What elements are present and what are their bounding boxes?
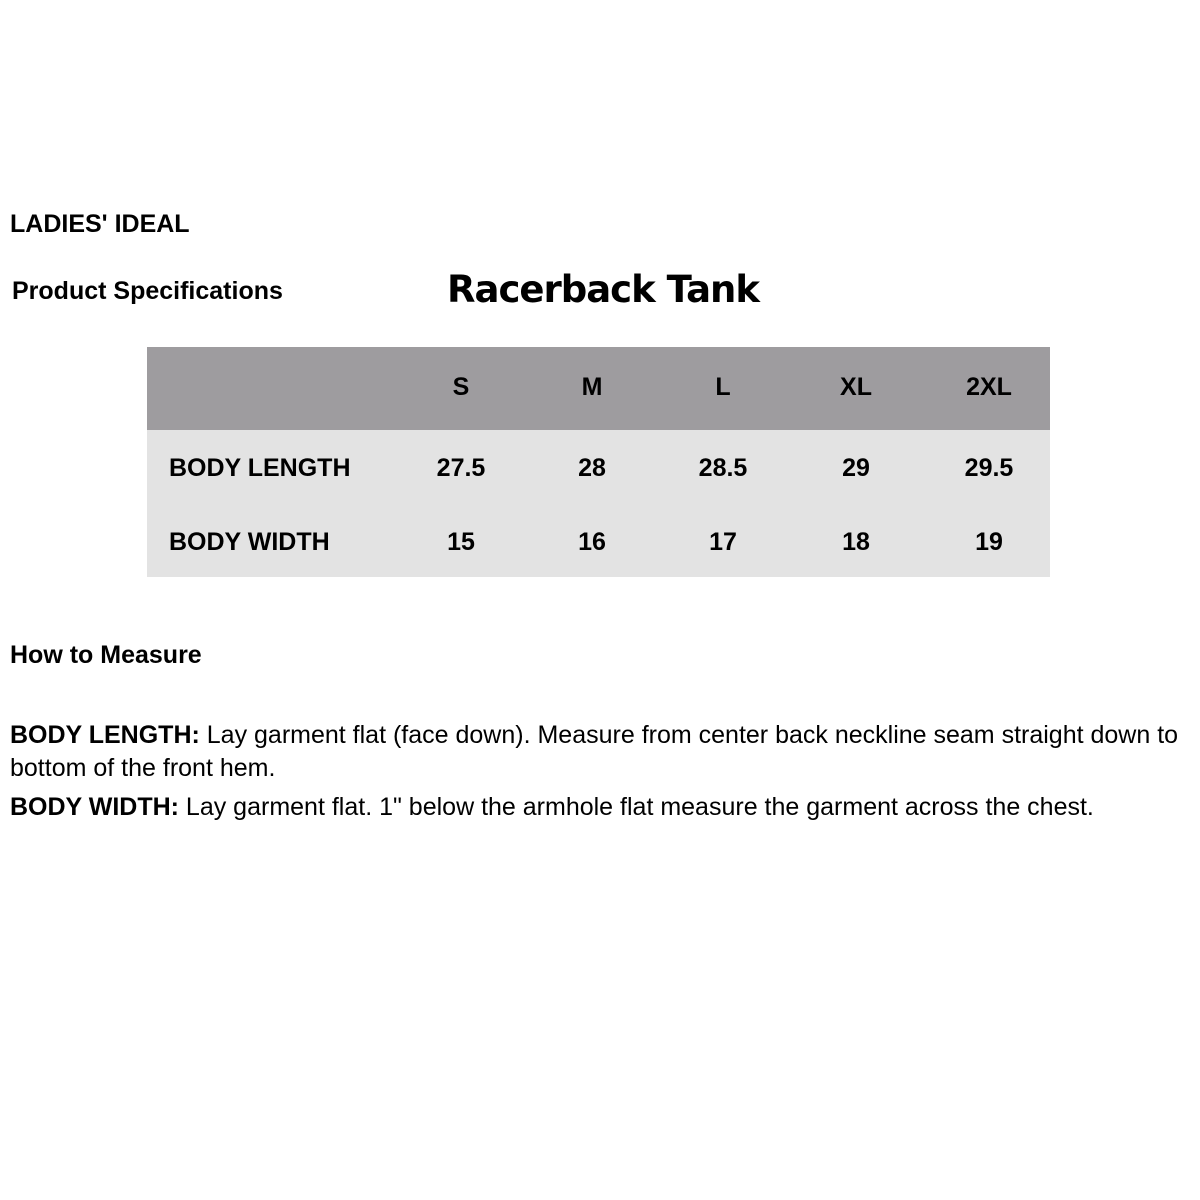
table-cell: 27.5 — [436, 454, 486, 482]
row-label: BODY WIDTH — [169, 528, 330, 556]
table-cell: 17 — [709, 528, 737, 556]
instruction-term: BODY LENGTH: — [10, 721, 200, 749]
size-header: L — [715, 373, 731, 401]
instruction-text: Lay garment flat. 1" below the armhole f… — [178, 793, 1094, 821]
product-title: Racerback Tank — [447, 268, 760, 311]
section-label: Product Specifications — [12, 277, 283, 305]
table-cell: 18 — [842, 528, 870, 556]
table-header: S M L XL 2XL — [147, 347, 1050, 430]
size-header: M — [581, 373, 603, 401]
how-to-measure-heading: How to Measure — [10, 641, 202, 669]
row-label: BODY LENGTH — [169, 454, 351, 482]
size-header: XL — [840, 373, 872, 401]
measure-instruction: BODY WIDTH: Lay garment flat. 1" below t… — [10, 791, 1195, 824]
brand-label: LADIES' IDEAL — [10, 210, 190, 238]
table-cell: 28 — [578, 454, 606, 482]
size-header: 2XL — [966, 373, 1012, 401]
table-body: BODY LENGTH 27.5 28 28.5 29 29.5 BODY WI… — [147, 430, 1050, 577]
instruction-term: BODY WIDTH: — [10, 793, 179, 821]
table-cell: 16 — [578, 528, 606, 556]
table-cell: 28.5 — [698, 454, 748, 482]
table-cell: 15 — [447, 528, 475, 556]
size-chart-table: S M L XL 2XL BODY LENGTH 27.5 28 28.5 29… — [147, 347, 1050, 577]
measure-instruction: BODY LENGTH: Lay garment flat (face down… — [10, 719, 1195, 785]
table-cell: 29.5 — [964, 454, 1014, 482]
instruction-text: Lay garment flat (face down). Measure fr… — [10, 721, 1179, 782]
size-header: S — [452, 373, 470, 401]
table-cell: 29 — [842, 454, 870, 482]
table-cell: 19 — [975, 528, 1003, 556]
